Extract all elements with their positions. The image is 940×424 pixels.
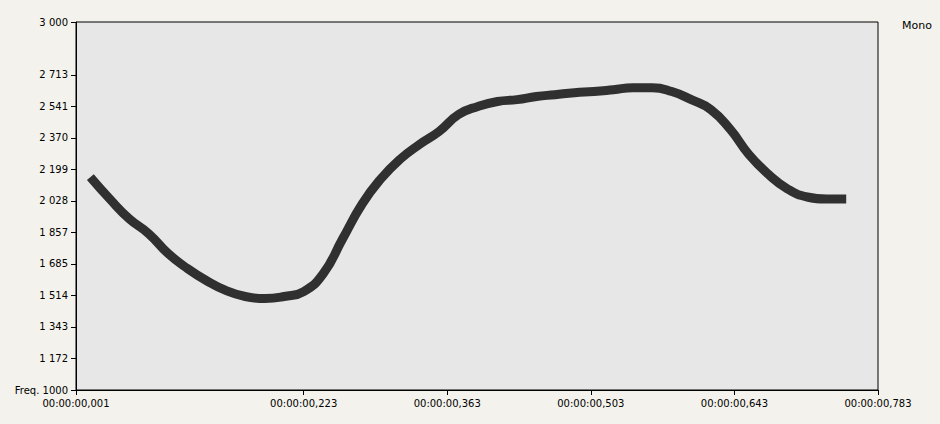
svg-text:00:00:00,643: 00:00:00,643 [701,398,768,409]
svg-text:00:00:00,363: 00:00:00,363 [414,398,481,409]
svg-text:Mono: Mono [902,19,932,32]
svg-text:00:00:00,223: 00:00:00,223 [270,398,337,409]
svg-text:2 199: 2 199 [39,164,68,175]
svg-text:1 172: 1 172 [39,353,68,364]
svg-text:2 541: 2 541 [39,101,68,112]
svg-text:00:00:00,001: 00:00:00,001 [42,398,109,409]
svg-text:1 514: 1 514 [39,290,68,301]
svg-text:Freq. 1000: Freq. 1000 [15,385,68,396]
svg-text:2 370: 2 370 [39,132,68,143]
svg-text:2 028: 2 028 [39,195,68,206]
svg-text:2 713: 2 713 [39,69,68,80]
svg-text:1 343: 1 343 [39,321,68,332]
svg-text:00:00:00,783: 00:00:00,783 [844,398,911,409]
svg-text:3 000: 3 000 [39,17,68,28]
svg-text:1 857: 1 857 [39,227,68,238]
svg-text:1 685: 1 685 [39,258,68,269]
svg-text:00:00:00,503: 00:00:00,503 [557,398,624,409]
